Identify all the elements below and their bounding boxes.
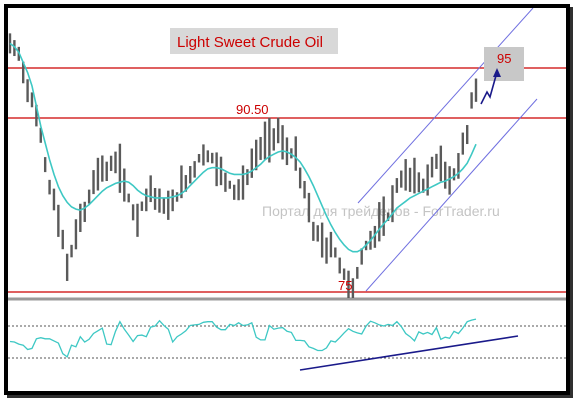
price-bars-group <box>8 33 478 298</box>
target-label-95: 95 <box>497 51 511 66</box>
plot-background <box>8 8 566 391</box>
target-box <box>484 47 524 81</box>
oscillator-trendline <box>299 335 519 371</box>
trend-channel <box>357 8 538 292</box>
watermark-text: Портал для трейдеров - ForTrader.ru <box>262 203 500 219</box>
moving-average-line <box>9 42 477 253</box>
channel-lower-line <box>365 98 538 292</box>
forecast-arrow-head <box>493 68 501 77</box>
forecast-arrow-line <box>480 71 498 105</box>
title-box <box>170 28 338 54</box>
chart-title: Light Sweet Crude Oil <box>177 34 323 51</box>
oscillator-line <box>9 318 477 358</box>
channel-upper-line <box>357 8 534 204</box>
level-label-75: 75 <box>338 278 352 293</box>
level-label-90-50: 90.50 <box>236 102 269 117</box>
